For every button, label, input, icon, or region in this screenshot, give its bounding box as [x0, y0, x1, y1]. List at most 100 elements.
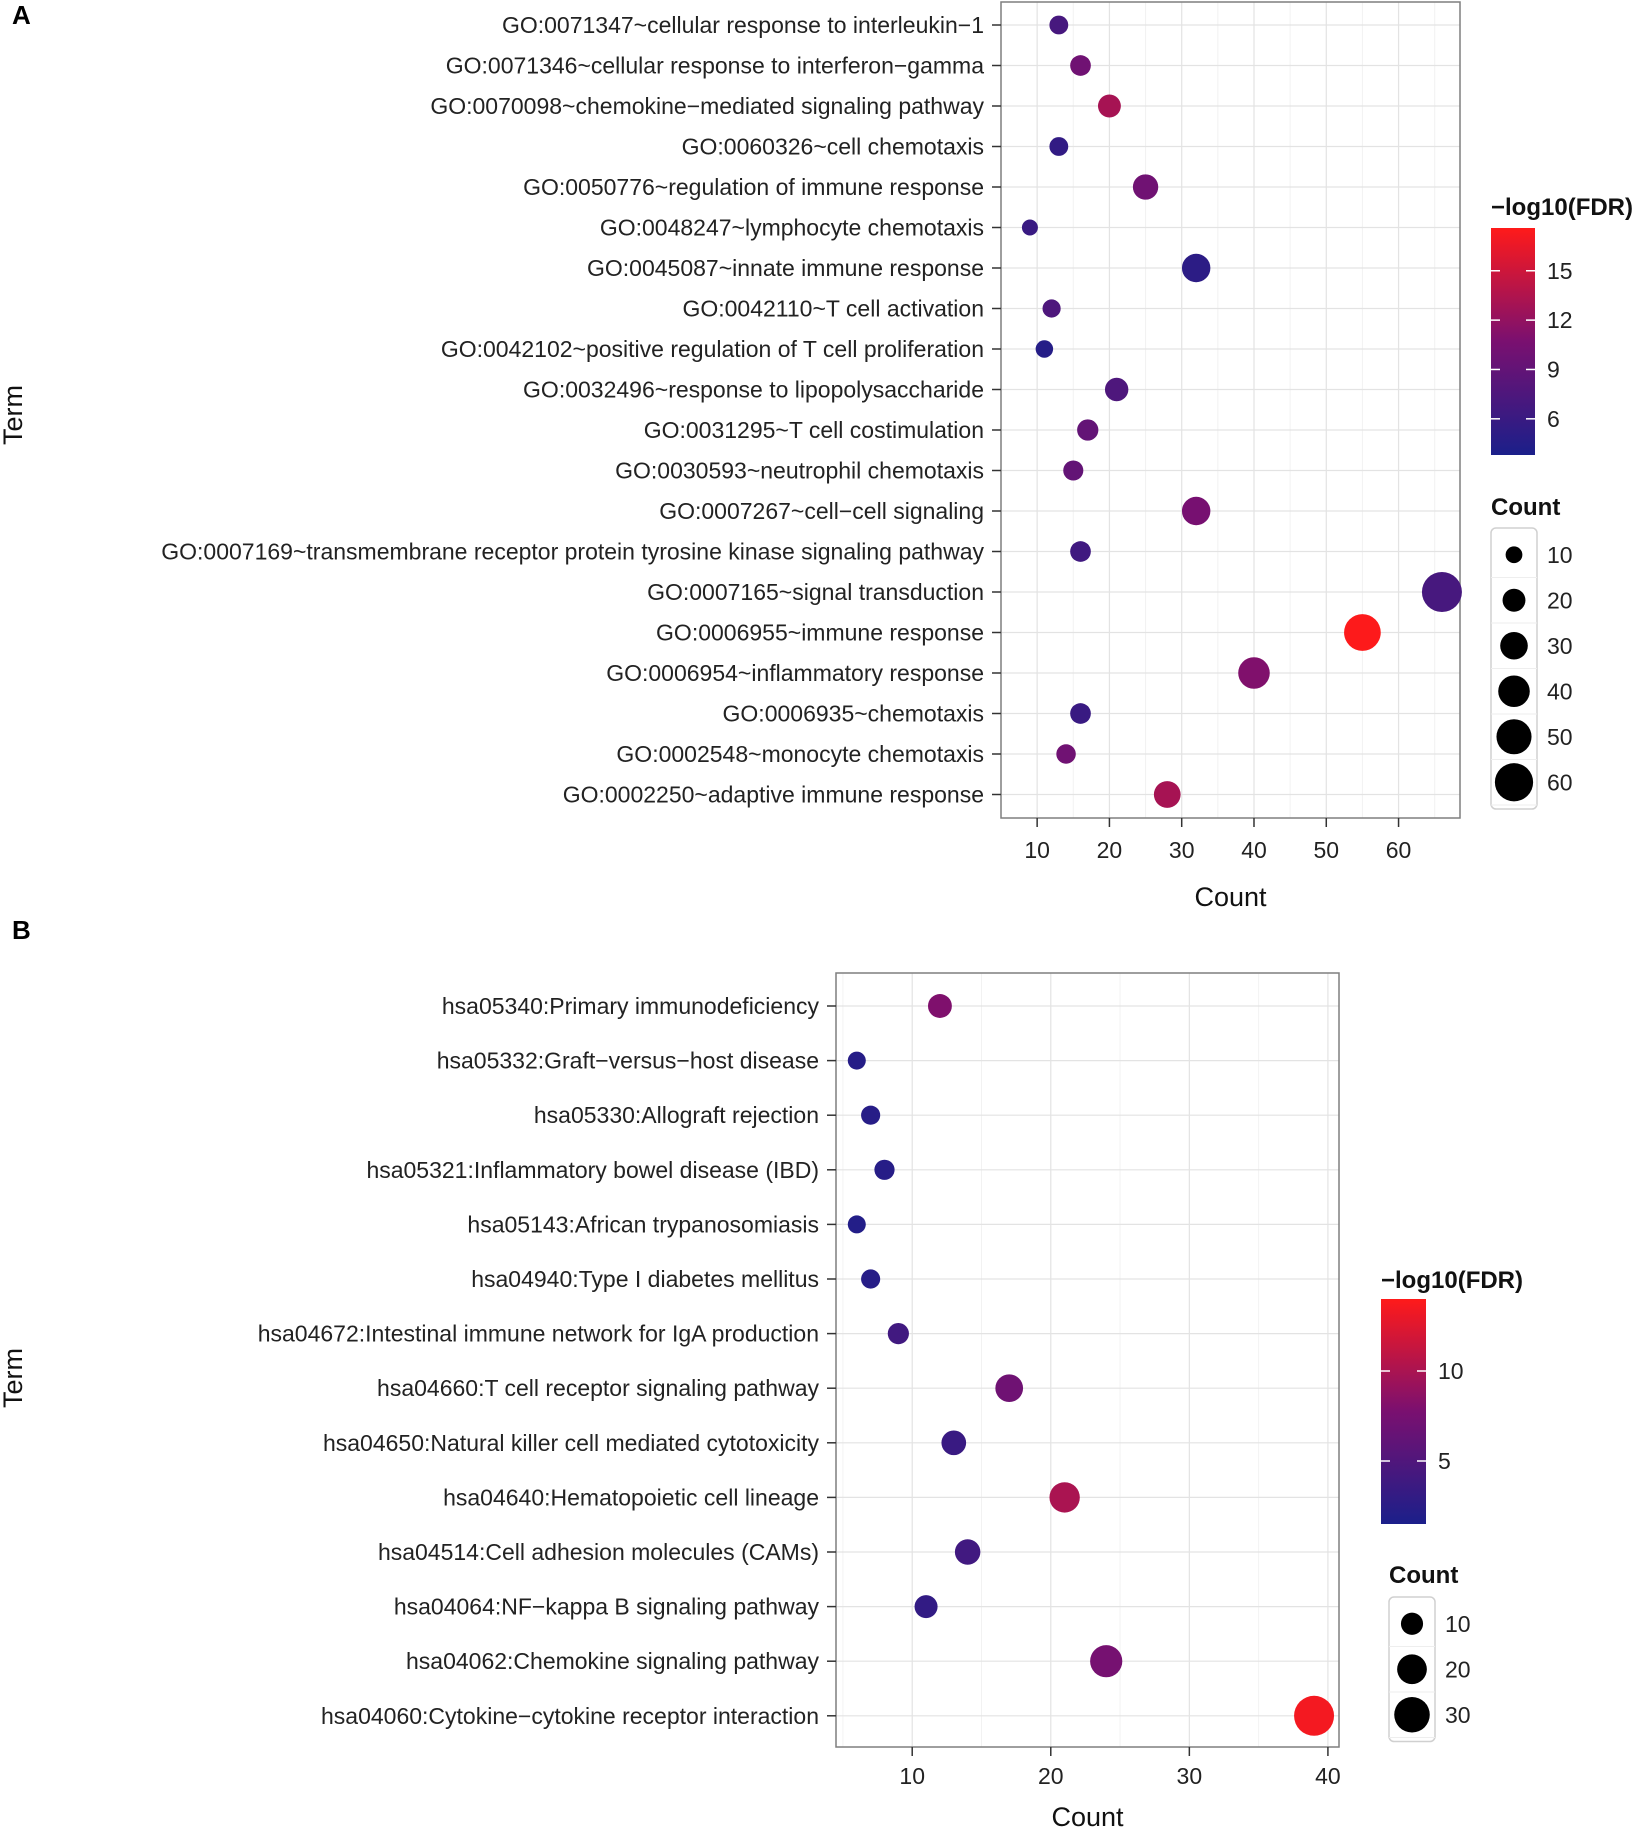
x-tick-label: 10 [899, 1763, 925, 1789]
y-tick-label: GO:0071347~cellular response to interleu… [502, 12, 984, 38]
data-point [1021, 219, 1038, 236]
data-point [914, 1595, 938, 1619]
data-point [927, 994, 952, 1018]
y-tick-label: hsa05340:Primary immunodeficiency [442, 993, 820, 1019]
size-legend-key [1505, 546, 1523, 564]
y-tick-label: GO:0032496~response to lipopolysaccharid… [523, 377, 984, 403]
size-legend-key [1397, 1654, 1427, 1685]
data-point [847, 1051, 866, 1070]
plot-area [1001, 2, 1460, 818]
size-legend-label: 20 [1547, 587, 1573, 613]
size-legend-key [1502, 588, 1526, 612]
size-legend-key [1494, 763, 1534, 802]
y-tick-label: GO:0071346~cellular response to interfer… [446, 53, 984, 79]
color-legend-title: −log10(FDR) [1381, 1267, 1523, 1294]
data-point [1344, 614, 1381, 651]
data-point [954, 1539, 981, 1565]
size-legend-key [1496, 719, 1532, 755]
size-legend-label: 10 [1547, 542, 1573, 568]
y-tick-label: hsa05330:Allograft rejection [534, 1102, 819, 1128]
data-point [1104, 377, 1129, 402]
y-tick-label: GO:0042102~positive regulation of T cell… [441, 336, 984, 362]
size-legend-label: 30 [1547, 633, 1573, 659]
x-tick-label: 30 [1169, 837, 1195, 863]
y-tick-label: GO:0045087~innate immune response [587, 255, 984, 281]
size-legend-label: 50 [1547, 724, 1573, 750]
size-legend-label: 30 [1445, 1702, 1471, 1728]
y-tick-label: GO:0070098~chemokine−mediated signaling … [430, 93, 984, 119]
data-point [1035, 340, 1054, 358]
y-tick-label: hsa04640:Hematopoietic cell lineage [443, 1484, 819, 1510]
x-tick-label: 60 [1386, 837, 1412, 863]
y-tick-label: hsa05332:Graft−versus−host disease [437, 1048, 819, 1074]
panel-label: A [12, 0, 31, 30]
x-tick-label: 40 [1241, 837, 1267, 863]
data-point [861, 1105, 881, 1125]
y-tick-label: hsa04514:Cell adhesion molecules (CAMs) [378, 1539, 819, 1565]
y-tick-label: GO:0031295~T cell costimulation [644, 417, 984, 443]
y-axis-title: Term [0, 1348, 28, 1408]
colorbar-tick-label: 10 [1438, 1358, 1464, 1384]
x-tick-label: 20 [1097, 837, 1123, 863]
data-point [1294, 1695, 1335, 1736]
size-legend-title: Count [1389, 1562, 1458, 1589]
data-point [1153, 781, 1181, 808]
y-tick-label: GO:0042110~T cell activation [682, 296, 984, 322]
data-point [1049, 1482, 1080, 1513]
size-legend-label: 20 [1445, 1656, 1471, 1682]
x-tick-label: 40 [1315, 1763, 1341, 1789]
y-tick-label: GO:0006954~inflammatory response [606, 660, 984, 686]
panel-a: A GO:0071347~cellular response to interle… [0, 0, 1633, 912]
data-point [995, 1374, 1024, 1403]
data-point [1056, 744, 1076, 764]
y-tick-label: GO:0030593~neutrophil chemotaxis [615, 458, 984, 484]
size-legend-title: Count [1491, 494, 1560, 521]
data-point [1421, 572, 1462, 612]
y-axis-title: Term [0, 385, 28, 445]
y-tick-label: GO:0002548~monocyte chemotaxis [616, 741, 984, 767]
y-tick-label: GO:0007169~transmembrane receptor protei… [161, 539, 984, 565]
x-tick-label: 10 [1024, 837, 1050, 863]
data-point [1070, 703, 1091, 724]
data-point [1090, 1645, 1123, 1678]
colorbar-tick-label: 6 [1547, 406, 1560, 432]
y-tick-label: GO:0006955~immune response [656, 620, 984, 646]
data-point [1132, 174, 1159, 200]
y-tick-label: GO:0006935~chemotaxis [723, 701, 984, 727]
size-legend-label: 10 [1445, 1611, 1471, 1637]
data-point [847, 1215, 866, 1234]
size-legend-key [1498, 675, 1530, 708]
colorbar-tick-label: 5 [1438, 1448, 1451, 1474]
y-tick-label: GO:0007267~cell−cell signaling [659, 498, 984, 524]
colorbar [1491, 228, 1535, 455]
colorbar-tick-label: 9 [1547, 356, 1560, 382]
plot-border [835, 972, 1340, 1748]
y-tick-label: GO:0002250~adaptive immune response [563, 782, 984, 808]
y-tick-label: hsa05143:African trypanosomiasis [467, 1211, 819, 1237]
data-point [887, 1323, 909, 1345]
x-tick-label: 50 [1313, 837, 1339, 863]
data-point [1238, 657, 1270, 689]
plot-border [1000, 1, 1461, 819]
y-tick-label: hsa04650:Natural killer cell mediated cy… [323, 1430, 820, 1456]
y-tick-label: hsa04062:Chemokine signaling pathway [406, 1648, 820, 1674]
colorbar-tick-label: 15 [1547, 258, 1573, 284]
data-point [1077, 419, 1099, 441]
size-legend-key [1394, 1696, 1430, 1733]
y-tick-label: GO:0048247~lymphocyte chemotaxis [600, 215, 984, 241]
data-point [1049, 15, 1069, 35]
plot-area [836, 973, 1339, 1747]
x-axis-title: Count [1051, 1802, 1124, 1827]
size-legend-label: 60 [1547, 769, 1573, 795]
y-tick-label: GO:0060326~cell chemotaxis [682, 134, 984, 160]
y-tick-label: GO:0007165~signal transduction [647, 579, 984, 605]
color-legend-title: −log10(FDR) [1491, 194, 1633, 221]
colorbar-tick-label: 12 [1547, 307, 1573, 333]
data-point [1181, 496, 1211, 526]
data-point [941, 1430, 967, 1456]
size-legend-label: 40 [1547, 678, 1573, 704]
data-point [1070, 55, 1091, 76]
x-tick-label: 30 [1177, 1763, 1203, 1789]
